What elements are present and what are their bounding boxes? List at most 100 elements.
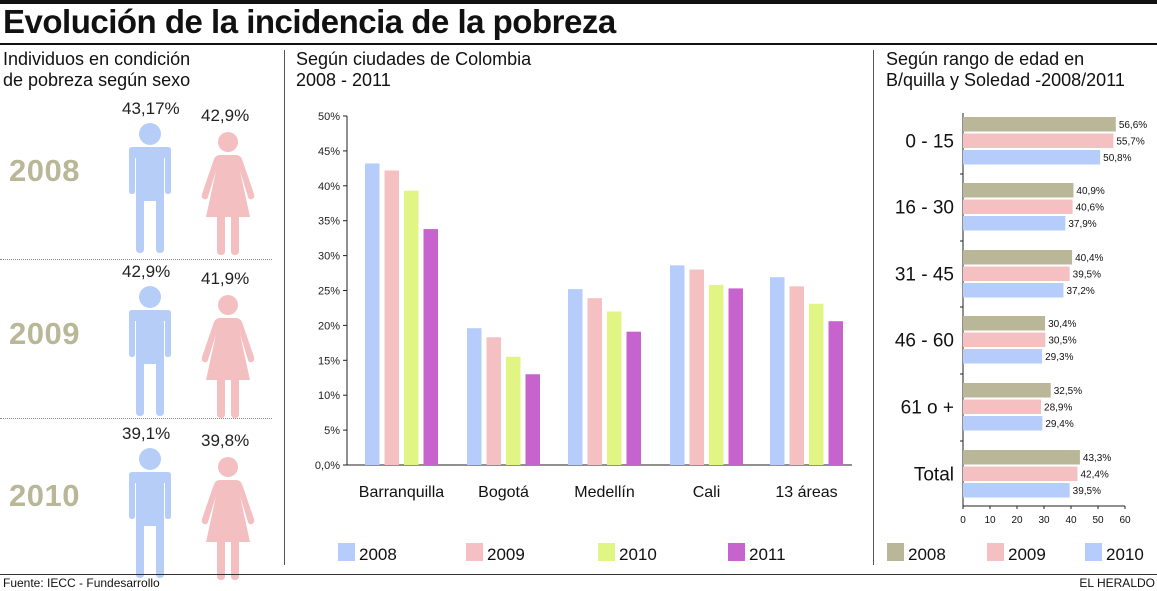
year-label: 2008 (9, 153, 80, 188)
man-head (139, 448, 161, 470)
year-label: 2009 (9, 316, 80, 351)
bar-2008 (963, 183, 1074, 198)
bar-2010 (809, 303, 824, 465)
x-tick-label: 20 (1011, 515, 1023, 526)
man-icon (129, 123, 171, 253)
age-range-label: 61 o + (901, 398, 954, 419)
legend-label: 2010 (619, 545, 657, 564)
legend-label: 2008 (359, 545, 397, 564)
man-icon (129, 286, 171, 416)
bar-2008 (963, 117, 1116, 132)
data-label: 40,9% (1076, 186, 1104, 197)
data-label: 40,4% (1075, 253, 1103, 264)
man-body (129, 310, 171, 416)
woman-head (218, 295, 238, 315)
bar-2008 (568, 289, 583, 465)
legend-label: 2009 (487, 545, 525, 564)
legend-label: 2009 (1008, 545, 1046, 564)
bar-2010 (963, 416, 1043, 431)
data-label: 30,4% (1048, 319, 1076, 330)
bar-2011 (828, 321, 843, 465)
bar-2008 (963, 250, 1073, 265)
y-tick-label: 50% (318, 111, 340, 123)
age-range-label: 46 - 60 (895, 331, 954, 352)
bar-2011 (525, 374, 540, 465)
bar-2009 (587, 298, 602, 465)
bar-2009 (789, 286, 804, 465)
category-label: Medellín (574, 484, 634, 501)
woman-icon (201, 457, 255, 580)
bar-2010 (963, 216, 1066, 231)
age-range-label: 31 - 45 (895, 265, 954, 286)
page-title: Evolución de la incidencia de la pobreza (3, 3, 616, 40)
age-range-label: Total (914, 465, 954, 486)
bar-2009 (963, 133, 1114, 148)
x-tick-label: 40 (1065, 515, 1077, 526)
y-tick-label: 30% (318, 251, 340, 263)
x-tick-label: 30 (1038, 515, 1050, 526)
bar-2010 (963, 150, 1101, 165)
bar-2011 (626, 331, 641, 465)
woman-head (218, 132, 238, 152)
bar-2009 (963, 466, 1078, 481)
data-label: 37,2% (1066, 286, 1094, 297)
y-tick-label: 5% (324, 425, 340, 437)
row-divider (0, 418, 272, 419)
y-tick-label: 25% (318, 286, 340, 298)
legend-label: 2011 (749, 545, 786, 564)
bar-2008 (365, 163, 380, 466)
bar-2011 (728, 288, 743, 465)
legend-swatch (728, 543, 745, 561)
bar-2008 (467, 328, 482, 465)
data-label: 29,3% (1045, 352, 1073, 363)
y-tick-label: 35% (318, 216, 340, 228)
year-label: 2010 (9, 478, 80, 513)
man-body (129, 472, 171, 578)
data-label: 37,9% (1068, 219, 1096, 230)
bar-2009 (689, 269, 704, 465)
bar-2010 (963, 483, 1070, 498)
legend-swatch (1085, 543, 1102, 561)
man-head (139, 286, 161, 308)
y-tick-label: 0,0% (315, 460, 340, 472)
bar-2008 (670, 265, 685, 465)
woman-body (201, 480, 255, 580)
source-note: Fuente: IECC - Fundesarrollo (3, 576, 160, 590)
y-tick-label: 15% (318, 355, 340, 367)
age-chart-title: Según rango de edad en B/quilla y Soleda… (886, 49, 1125, 90)
data-label: 32,5% (1054, 386, 1082, 397)
legend-label: 2008 (908, 545, 946, 564)
data-label: 30,5% (1048, 336, 1076, 347)
bar-2008 (963, 450, 1080, 465)
bar-2010 (963, 283, 1064, 298)
legend-swatch (887, 543, 904, 561)
legend-label: 2010 (1106, 545, 1144, 564)
woman-icon (201, 132, 255, 255)
footer-rule (0, 574, 1157, 575)
woman-body (201, 155, 255, 255)
data-label: 55,7% (1116, 137, 1144, 148)
bar-2010 (506, 356, 521, 465)
legend-swatch (466, 543, 483, 561)
title-rule (0, 43, 1157, 45)
data-label: 29,4% (1045, 419, 1073, 430)
category-label: 13 áreas (775, 484, 837, 501)
category-label: Cali (693, 484, 721, 501)
y-tick-label: 20% (318, 320, 340, 332)
men-percentage: 42,9% (122, 262, 171, 281)
y-tick-label: 40% (318, 181, 340, 193)
bar-2008 (770, 277, 785, 465)
cities-chart-title: Según ciudades de Colombia 2008 - 2011 (296, 49, 532, 90)
data-label: 39,5% (1073, 486, 1101, 497)
x-tick-label: 50 (1092, 515, 1104, 526)
bar-2009 (963, 199, 1073, 214)
man-head (139, 123, 161, 145)
x-tick-label: 10 (984, 515, 996, 526)
bar-2009 (963, 266, 1070, 281)
category-label: Bogotá (478, 484, 529, 501)
bar-2010 (709, 284, 724, 465)
bar-2009 (486, 337, 501, 465)
age-range-label: 0 - 15 (905, 132, 954, 153)
